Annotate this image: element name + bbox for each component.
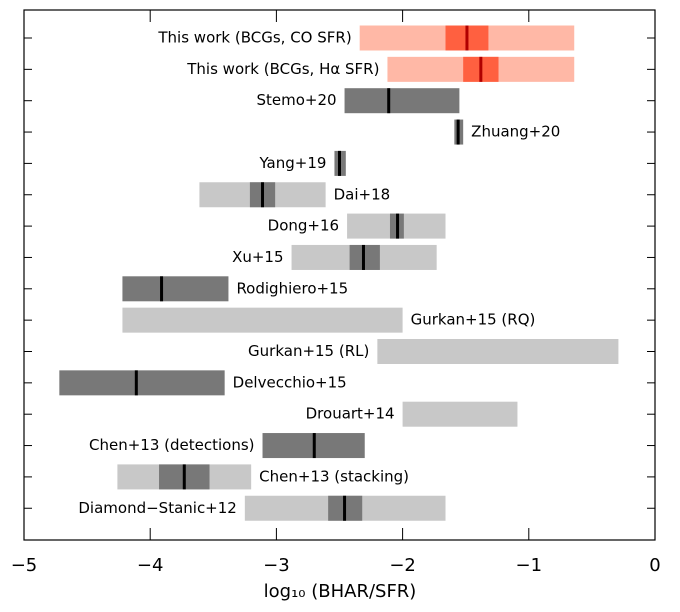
row-label: This work (BCGs, CO SFR) <box>157 29 351 47</box>
row-label: Diamond−Stanic+12 <box>78 499 236 517</box>
row-label: Xu+15 <box>232 248 283 266</box>
row-label: Dai+18 <box>334 185 391 203</box>
row-label: This work (BCGs, Hα SFR) <box>186 60 379 78</box>
plot-frame <box>23 9 656 541</box>
x-tick-label: −5 <box>11 555 38 576</box>
core-bar <box>344 88 460 114</box>
row-label: Gurkan+15 (RL) <box>248 342 369 360</box>
x-tick-label: −4 <box>137 555 164 576</box>
row-label: Drouart+14 <box>306 405 395 423</box>
row-label: Dong+16 <box>268 217 339 235</box>
row-label: Delvecchio+15 <box>233 373 347 391</box>
row-label: Zhuang+20 <box>471 123 560 141</box>
row-label: Chen+13 (stacking) <box>259 467 409 485</box>
range-bar <box>122 307 403 333</box>
row-label: Stemo+20 <box>256 91 336 109</box>
range-bar <box>402 401 518 427</box>
x-tick-label: −2 <box>389 555 416 576</box>
x-tick-label: −3 <box>263 555 290 576</box>
row-label: Gurkan+15 (RQ) <box>411 311 536 329</box>
row-label: Yang+19 <box>258 154 326 172</box>
core-bar <box>59 370 225 396</box>
x-tick-label: −1 <box>516 555 543 576</box>
core-bar <box>122 276 229 302</box>
row-label: Chen+13 (detections) <box>89 436 255 454</box>
x-tick-label: 0 <box>649 555 660 576</box>
row-label: Rodighiero+15 <box>236 279 348 297</box>
x-axis-label: log₁₀ (BHAR/SFR) <box>264 581 417 602</box>
range-bar <box>377 339 619 364</box>
